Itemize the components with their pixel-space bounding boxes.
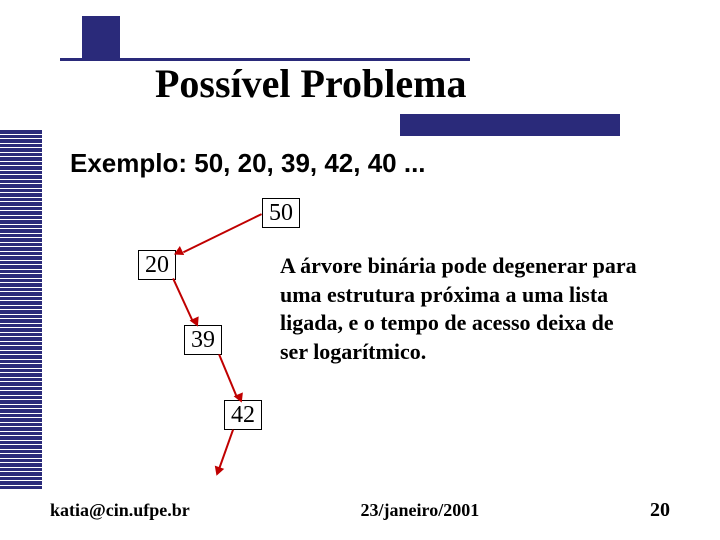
- footer-date: 23/janeiro/2001: [361, 500, 480, 521]
- footer-page-number: 20: [650, 499, 670, 522]
- tree-node-20: 20: [138, 250, 176, 280]
- example-label: Exemplo: 50, 20, 39, 42, 40 ...: [70, 148, 426, 179]
- footer: katia@cin.ufpe.br 23/janeiro/2001 20: [50, 499, 670, 522]
- left-stripe-decoration: [0, 130, 42, 490]
- footer-email: katia@cin.ufpe.br: [50, 500, 190, 521]
- title-accent-block: [82, 16, 120, 60]
- tree-node-39: 39: [184, 325, 222, 355]
- title-right-block: [400, 114, 620, 136]
- tree-node-50: 50: [262, 198, 300, 228]
- body-text: A árvore binária pode degenerar para uma…: [280, 252, 640, 366]
- tree-node-42: 42: [224, 400, 262, 430]
- slide-title: Possível Problema: [155, 60, 466, 107]
